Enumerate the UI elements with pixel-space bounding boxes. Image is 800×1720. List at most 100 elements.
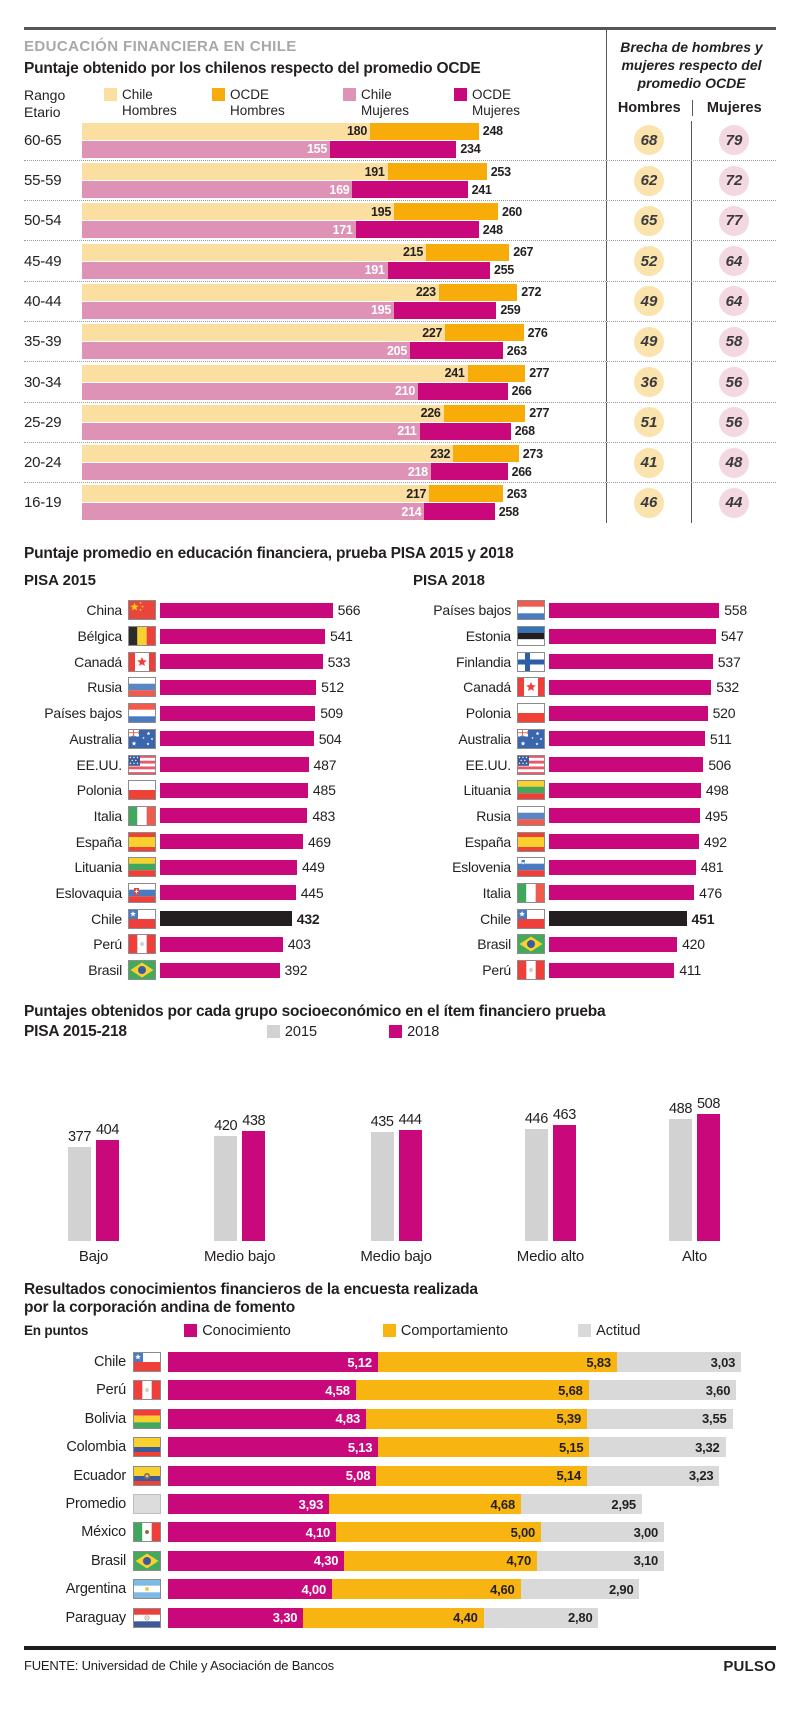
pisa-row: Polonia 520	[413, 700, 776, 726]
bar-ocde-hombres	[429, 485, 503, 503]
flag-promedio-icon	[133, 1494, 161, 1515]
bar-chile-mujeres: 218	[82, 463, 431, 481]
caf-row: México 4,10 5,00 3,00	[24, 1518, 776, 1546]
score-value: 558	[724, 602, 747, 619]
pisa-section: Puntaje promedio en educación financiera…	[24, 545, 776, 983]
gap-hombres-badge: 41	[634, 447, 664, 478]
bar-line-mujeres: 155 234	[82, 140, 606, 158]
socio-bar-2015	[214, 1135, 238, 1241]
socio-pair: 488 508	[669, 1096, 720, 1241]
country-label: China	[86, 602, 122, 619]
socio-pair: 435 444	[370, 1112, 422, 1241]
bar-chile-hombres: 191	[82, 163, 388, 181]
actitud-segment: 3,32	[589, 1437, 726, 1458]
age-bars: 215 267 191 255	[82, 243, 606, 279]
flag-mexico-icon	[133, 1522, 161, 1543]
flag-australia-icon	[517, 728, 545, 749]
legend-label: Actitud	[596, 1322, 641, 1339]
bar-chile-mujeres: 214	[82, 503, 425, 521]
pisa-section-title: Puntaje promedio en educación financiera…	[24, 544, 514, 562]
flag-eslovenia-icon	[517, 857, 545, 878]
top-header-left: EDUCACIÓN FINANCIERA EN CHILE Puntaje ob…	[24, 30, 606, 121]
score-value: 511	[709, 730, 732, 747]
legend-swatch-icon	[578, 1324, 592, 1338]
age-bars: 226 277 211 268	[82, 404, 606, 440]
bar-line-hombres: 195 260	[82, 203, 606, 221]
source-credit: FUENTE: Universidad de Chile y Asociació…	[24, 1657, 334, 1673]
gap-hombres-badge: 62	[634, 165, 664, 196]
actitud-segment: 3,03	[616, 1352, 742, 1373]
conocimiento-segment: 3,93	[168, 1494, 330, 1515]
socio-bar-2015	[370, 1132, 394, 1241]
comportamiento-segment: 5,68	[355, 1380, 589, 1401]
gap-mujeres-badge: 64	[719, 246, 749, 277]
pisa-row: Eslovenia 481	[413, 854, 776, 880]
legend-label: OCDE Mujeres	[472, 87, 521, 118]
caf-row: Colombia 5,13 5,15 3,32	[24, 1433, 776, 1461]
country-label: EE.UU.	[465, 756, 512, 773]
legend-label: OCDE Hombres	[230, 87, 285, 118]
country-label: Argentina	[65, 1581, 126, 1598]
comportamiento-segment: 5,39	[366, 1408, 587, 1429]
score-value: 483	[312, 807, 336, 824]
ocde-age-chart: 60-65 180 248 155 234 68 79 55-59 191 253 169 241 62…	[24, 120, 776, 523]
bar-chile-mujeres: 195	[82, 301, 394, 319]
gap-mujeres-badge: 77	[719, 205, 749, 236]
socio-group: 420 438 Medio bajo	[204, 1113, 276, 1265]
bar-ocde-hombres	[387, 163, 487, 181]
socio-value-2015: 488	[669, 1100, 692, 1117]
score-value: 445	[300, 884, 324, 901]
ocde-hombres-value: 267	[513, 245, 534, 260]
gap-hombres-badge: 46	[634, 487, 664, 518]
bar-line-hombres: 217 263	[82, 485, 606, 503]
chile-hombres-value: 226	[420, 406, 441, 421]
gap-column-hombres-header: Hombres	[617, 99, 681, 116]
flag-peru-icon	[128, 934, 156, 955]
stacked-bar: 3,30 4,40 2,80	[168, 1607, 599, 1628]
socio-category-label: Medio alto	[516, 1247, 584, 1265]
pisa-row: Chile 432	[24, 906, 387, 932]
bar-line-hombres: 226 277	[82, 404, 606, 422]
gap-hombres-cell: 36	[606, 362, 691, 402]
comportamiento-segment: 4,68	[329, 1494, 521, 1515]
bar-ocde-hombres	[453, 445, 519, 463]
caf-row: Chile 5,12 5,83 3,03	[24, 1348, 776, 1376]
score-bar	[160, 885, 296, 901]
stacked-bar: 4,83 5,39 3,55	[168, 1408, 733, 1429]
pisa-row: Perú 411	[413, 957, 776, 983]
score-value: 481	[700, 859, 724, 876]
bar-ocde-hombres	[438, 283, 518, 301]
caf-chart: Chile 5,12 5,83 3,03 Perú 4,58 5,68 3,60 Bolivia…	[24, 1348, 776, 1632]
country-label: Italia	[482, 884, 512, 901]
country-label: Países bajos	[44, 705, 122, 722]
socio-group: 435 444 Medio bajo	[360, 1112, 432, 1265]
socio-value-2018: 438	[242, 1113, 266, 1130]
pisa-2015-chart: China 566 Bélgica 541 Canadá 533 Rusia 512 Paíse…	[24, 598, 387, 983]
caf-legend-item-comportamiento: Comportamiento	[382, 1323, 508, 1339]
bar-chile-mujeres: 171	[82, 221, 356, 239]
score-bar	[160, 654, 323, 670]
age-range-label: 30-34	[24, 373, 62, 391]
gap-hombres-badge: 65	[634, 205, 664, 236]
stacked-bar: 5,08 5,14 3,23	[168, 1465, 720, 1486]
socio-category-label: Alto	[681, 1247, 708, 1265]
chile-hombres-value: 232	[430, 446, 451, 461]
score-value: 506	[708, 756, 732, 773]
segment-value: 4,68	[490, 1496, 515, 1512]
ocde-mujeres-value: 259	[500, 303, 521, 318]
age-range-label: 40-44	[24, 292, 62, 310]
bar-chile-hombres: 180	[82, 122, 370, 140]
age-range-label: 60-65	[24, 131, 62, 149]
socio-legend-item-2018: 2018	[389, 1024, 439, 1040]
country-label: Chile	[480, 910, 511, 927]
score-value: 541	[330, 628, 353, 645]
score-bar	[549, 757, 704, 773]
gap-hombres-cell: 41	[606, 442, 691, 483]
pisa-row: España 492	[413, 829, 776, 855]
score-bar	[549, 628, 716, 644]
socio-col-2018: 438	[242, 1113, 266, 1241]
legend-label: 2015	[284, 1023, 318, 1040]
country-label: España	[75, 833, 122, 850]
country-label: México	[81, 1524, 126, 1541]
bar-ocde-mujeres	[419, 422, 511, 440]
